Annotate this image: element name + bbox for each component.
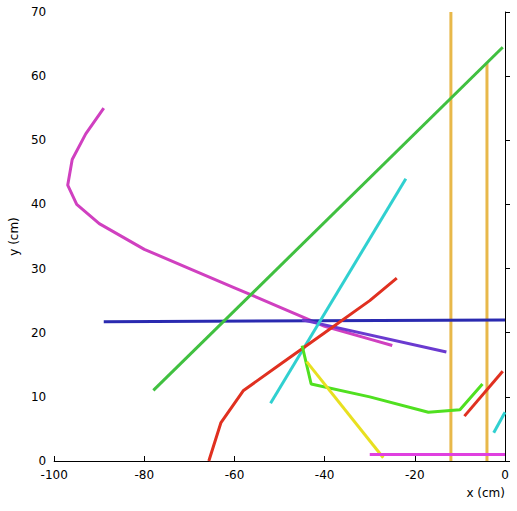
svg-text:-40: -40 [315, 468, 335, 482]
svg-text:y (cm): y (cm) [7, 217, 21, 256]
svg-text:-80: -80 [135, 468, 155, 482]
svg-text:-100: -100 [41, 468, 68, 482]
svg-text:0: 0 [39, 454, 47, 468]
svg-text:60: 60 [31, 69, 46, 83]
svg-text:70: 70 [31, 5, 46, 19]
svg-text:-60: -60 [225, 468, 245, 482]
svg-text:40: 40 [31, 197, 46, 211]
svg-text:20: 20 [31, 326, 46, 340]
svg-text:50: 50 [31, 133, 46, 147]
svg-text:10: 10 [31, 390, 46, 404]
svg-text:x (cm): x (cm) [466, 486, 505, 500]
svg-text:0: 0 [501, 468, 509, 482]
svg-text:-20: -20 [405, 468, 425, 482]
svg-text:30: 30 [31, 262, 46, 276]
